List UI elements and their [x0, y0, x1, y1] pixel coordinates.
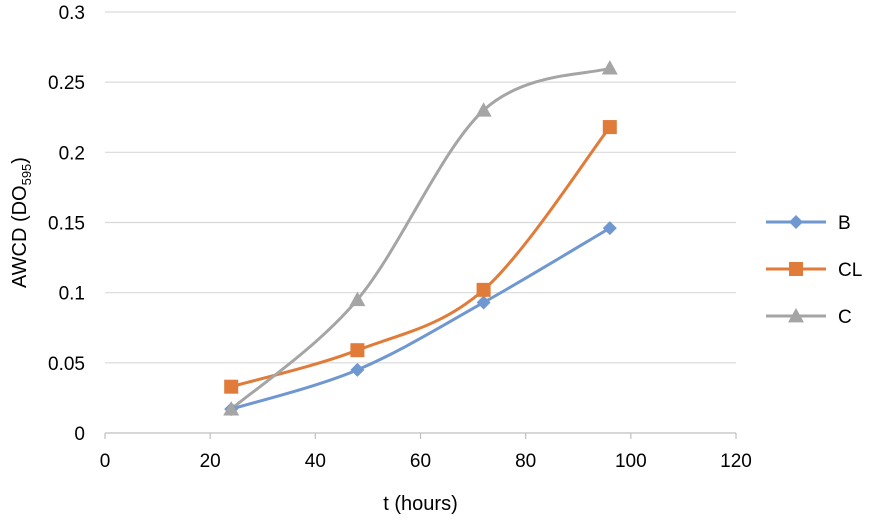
gridlines — [105, 11, 736, 364]
legend-marker-c — [788, 308, 804, 323]
y-axis-title-main: AWCD (DO — [9, 185, 31, 288]
x-tick-label: 0 — [100, 451, 111, 472]
series-line-cl — [229, 125, 612, 389]
x-tick-label: 40 — [305, 451, 326, 472]
series-lines — [229, 66, 612, 411]
y-tick-label: 0.2 — [59, 143, 85, 164]
x-tick-label: 80 — [515, 451, 536, 472]
data-point-c — [601, 60, 618, 75]
legend-marker-cl — [789, 262, 803, 276]
data-point-b — [350, 362, 365, 377]
data-point-b — [602, 221, 617, 236]
y-axis-title: AWCD (DO595) — [9, 157, 34, 288]
data-point-c — [475, 102, 492, 117]
data-point-cl — [350, 343, 365, 358]
y-tick-label: 0.25 — [48, 73, 85, 94]
data-point-c — [349, 291, 366, 307]
legend-label-cl: CL — [838, 260, 862, 281]
axes — [104, 432, 737, 439]
series-markers — [223, 60, 618, 417]
y-tick-label: 0 — [74, 424, 85, 445]
data-point-cl — [224, 379, 239, 394]
y-tick-label: 0.05 — [48, 354, 85, 375]
legend-label-c: C — [838, 307, 852, 328]
y-tick-label: 0.1 — [59, 284, 85, 305]
x-tick-label: 120 — [720, 451, 752, 472]
data-point-cl — [476, 282, 491, 297]
x-tick-label: 60 — [410, 451, 431, 472]
y-tick-label: 0.15 — [48, 214, 85, 235]
data-point-cl — [602, 120, 617, 135]
series-line-c — [229, 66, 612, 411]
y-axis-title-subscript: 595 — [19, 164, 34, 186]
y-axis-tick-labels: 0 0.05 0.1 0.15 0.2 0.25 0.3 — [48, 3, 85, 445]
y-tick-label: 0.3 — [59, 3, 85, 24]
x-tick-label: 20 — [200, 451, 221, 472]
legend: B CL C — [766, 213, 862, 328]
series-line-b — [229, 226, 612, 411]
x-axis-tick-labels: 0 20 40 60 80 100 120 — [100, 451, 752, 472]
legend-marker-b — [789, 215, 803, 229]
data-point-c — [223, 401, 240, 416]
legend-label-b: B — [838, 213, 851, 234]
x-axis-title: t (hours) — [383, 493, 457, 515]
x-tick-label: 100 — [615, 451, 647, 472]
data-point-b — [476, 295, 491, 310]
y-axis-title-close: ) — [9, 157, 31, 164]
